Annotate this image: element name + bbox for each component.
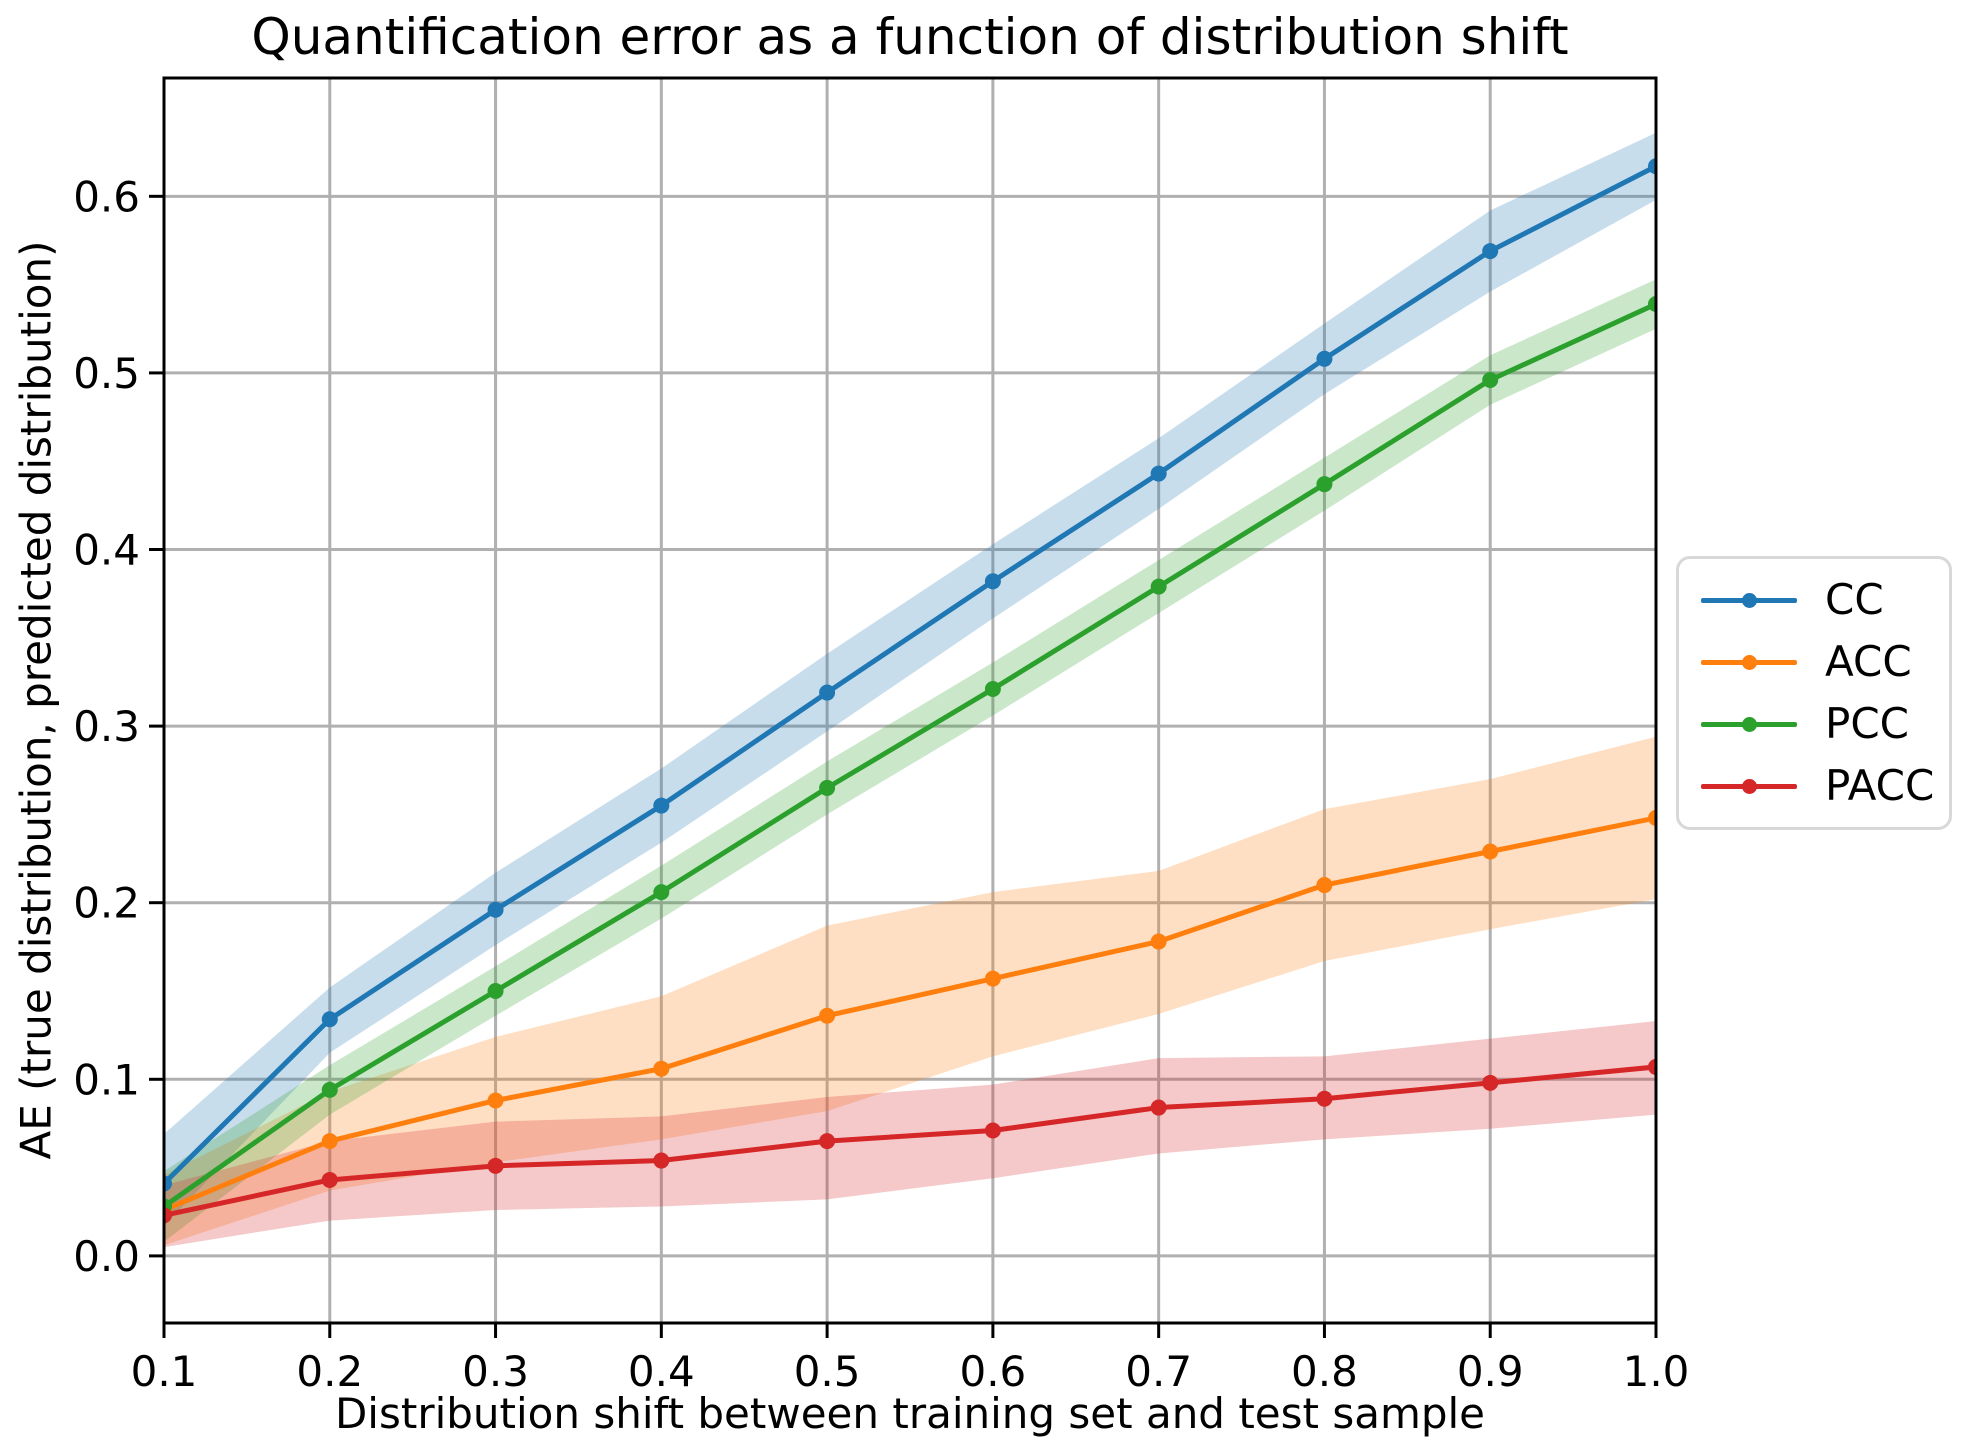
y-tick-label-0.4: 0.4 xyxy=(73,526,140,575)
marker-acc-0.8 xyxy=(1316,877,1333,894)
chart-title: Quantification error as a function of di… xyxy=(251,8,1569,66)
marker-pacc-0.8 xyxy=(1316,1090,1333,1107)
marker-cc-0.1 xyxy=(164,1175,172,1192)
marker-acc-0.4 xyxy=(653,1060,670,1077)
axes-spines xyxy=(162,76,1658,1325)
legend-entry-cc: CC xyxy=(1701,569,1949,631)
marker-pacc-0.3 xyxy=(487,1157,504,1174)
y-axis-label: AE (true distribution, predicted distrib… xyxy=(11,240,61,1160)
marker-acc-0.2 xyxy=(321,1133,338,1150)
y-tick-label-0.2: 0.2 xyxy=(73,879,140,928)
x-tick-label-0.2: 0.2 xyxy=(296,1347,363,1396)
y-tick-label-0.5: 0.5 xyxy=(73,349,140,398)
marker-pcc-0.4 xyxy=(653,884,670,901)
marker-pacc-0.2 xyxy=(321,1171,338,1188)
legend-label-cc: CC xyxy=(1825,575,1884,624)
y-tick-label-0.3: 0.3 xyxy=(73,702,140,751)
x-tick-label-0.3: 0.3 xyxy=(462,1347,529,1396)
marker-cc-0.2 xyxy=(321,1011,338,1028)
legend-marker-icon-pacc xyxy=(1742,779,1757,794)
legend-line-sample-pacc xyxy=(1701,776,1797,796)
line-pacc xyxy=(164,1064,1656,1218)
marker-pcc-0.6 xyxy=(984,681,1001,698)
legend-entry-pacc: PACC xyxy=(1701,755,1949,817)
marker-acc-1.0 xyxy=(1648,809,1656,826)
marker-cc-0.9 xyxy=(1482,243,1499,260)
legend-entry-acc: ACC xyxy=(1701,631,1949,693)
marker-pcc-0.3 xyxy=(487,983,504,999)
marker-acc-0.3 xyxy=(487,1092,504,1109)
marker-acc-0.6 xyxy=(984,970,1001,987)
x-tick-label-0.9: 0.9 xyxy=(1457,1347,1524,1396)
marker-pcc-1.0 xyxy=(1648,296,1656,313)
marker-cc-0.5 xyxy=(819,684,836,701)
marker-pacc-0.4 xyxy=(653,1152,670,1169)
x-tick-label-0.8: 0.8 xyxy=(1291,1347,1358,1396)
marker-pacc-1.0 xyxy=(1648,1058,1656,1075)
legend-label-acc: ACC xyxy=(1825,637,1912,686)
marker-cc-0.7 xyxy=(1150,465,1167,482)
legend-line-sample-cc xyxy=(1701,590,1797,610)
y-tick-label-0.6: 0.6 xyxy=(73,172,140,221)
marker-acc-0.5 xyxy=(819,1007,836,1024)
marker-pacc-0.6 xyxy=(984,1122,1001,1139)
x-tick-label-0.7: 0.7 xyxy=(1125,1347,1192,1396)
marker-cc-0.3 xyxy=(487,901,504,918)
legend-label-pacc: PACC xyxy=(1825,761,1935,810)
y-tick-label-0.1: 0.1 xyxy=(73,1055,140,1104)
marker-cc-0.4 xyxy=(653,797,670,814)
x-tick-label-1.0: 1.0 xyxy=(1623,1347,1690,1396)
marker-pacc-0.7 xyxy=(1150,1099,1167,1116)
x-tick-label-0.1: 0.1 xyxy=(131,1347,198,1396)
x-tick-label-0.6: 0.6 xyxy=(959,1347,1026,1396)
marker-pacc-0.5 xyxy=(819,1133,836,1150)
line-pcc xyxy=(164,301,1656,1209)
marker-pacc-0.9 xyxy=(1482,1074,1499,1091)
x-axis-label: Distribution shift between training set … xyxy=(334,1389,1486,1438)
legend-entry-pcc: PCC xyxy=(1701,693,1949,755)
band-pcc xyxy=(164,279,1656,1242)
line-acc xyxy=(164,815,1656,1213)
band-cc xyxy=(164,132,1656,1226)
legend-line-sample-pcc xyxy=(1701,714,1797,734)
y-tick-label-0.0: 0.0 xyxy=(73,1232,140,1281)
marker-pcc-0.2 xyxy=(321,1081,338,1098)
marker-pcc-0.9 xyxy=(1482,371,1499,388)
legend-marker-icon-acc xyxy=(1742,655,1757,670)
x-tick-label-0.4: 0.4 xyxy=(628,1347,695,1396)
legend: CC ACC PCC PACC xyxy=(1676,556,1952,830)
x-tick-label-0.5: 0.5 xyxy=(794,1347,861,1396)
band-acc xyxy=(164,736,1656,1246)
marker-cc-0.6 xyxy=(984,573,1001,590)
marker-cc-1.0 xyxy=(1648,158,1656,175)
legend-marker-icon-cc xyxy=(1742,593,1757,608)
legend-line-sample-acc xyxy=(1701,652,1797,672)
marker-pcc-0.5 xyxy=(819,779,836,796)
legend-label-pcc: PCC xyxy=(1825,699,1909,748)
marker-acc-0.9 xyxy=(1482,843,1499,860)
marker-pcc-0.7 xyxy=(1150,578,1167,595)
marker-pcc-0.8 xyxy=(1316,476,1333,493)
marker-cc-0.8 xyxy=(1316,350,1333,367)
legend-marker-icon-pcc xyxy=(1742,717,1757,732)
line-cc xyxy=(164,163,1656,1186)
marker-pacc-0.1 xyxy=(164,1207,172,1224)
marker-acc-0.7 xyxy=(1150,933,1167,950)
